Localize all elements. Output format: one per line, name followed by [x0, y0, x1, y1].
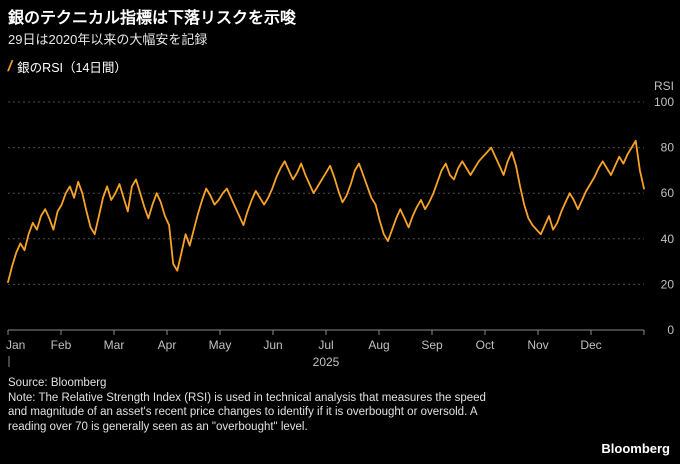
month-label: Mar: [104, 338, 125, 352]
month-label: Dec: [580, 338, 601, 352]
y-tick-label: 80: [661, 141, 675, 155]
rsi-line: [7, 139, 645, 284]
month-label: Jul: [318, 338, 333, 352]
month-label: Apr: [158, 338, 177, 352]
month-label: Nov: [527, 338, 548, 352]
year-label: 2025: [313, 355, 340, 369]
note-line-3: reading over 70 is generally seen as an …: [8, 420, 308, 433]
legend: / 銀のRSI（14日間）: [0, 49, 680, 76]
month-label: Jan: [6, 338, 25, 352]
month-label: Sep: [421, 338, 443, 352]
note-line-1: Note: The Relative Strength Index (RSI) …: [8, 391, 486, 404]
source-line: Source: Bloomberg: [8, 377, 107, 389]
chart-area: 0 20 40 60 80 100 RSI Jan Feb Mar Apr May Jun Jul Aug S…: [0, 78, 680, 374]
y-tick-label: 0: [667, 323, 674, 337]
rsi-line-chart: 0 20 40 60 80 100 RSI Jan Feb Mar Apr May Jun Jul Aug S…: [6, 79, 675, 369]
month-label: May: [209, 338, 232, 352]
legend-label: 銀のRSI（14日間）: [17, 61, 127, 75]
footer: Source: Bloomberg Note: The Relative Str…: [0, 374, 680, 434]
y-axis-label: RSI: [654, 79, 674, 93]
y-tick-label: 100: [654, 95, 674, 109]
y-tick-label: 20: [661, 277, 675, 291]
y-tick-label: 40: [661, 232, 675, 246]
bloomberg-logo: Bloomberg: [601, 441, 670, 456]
note-line-2: and magnitude of an asset's recent price…: [8, 406, 478, 418]
month-label: Feb: [51, 338, 72, 352]
legend-line-icon: /: [6, 58, 14, 75]
header: 銀のテクニカル指標は下落リスクを示唆 29日は2020年以来の大幅安を記録: [0, 0, 680, 49]
chart-title: 銀のテクニカル指標は下落リスクを示唆: [8, 10, 297, 27]
month-label: Aug: [368, 338, 389, 352]
y-tick-label: 60: [661, 186, 675, 200]
month-label: Oct: [476, 338, 495, 352]
month-label: Jun: [263, 338, 282, 352]
chart-subtitle: 29日は2020年以来の大幅安を記録: [8, 32, 208, 47]
